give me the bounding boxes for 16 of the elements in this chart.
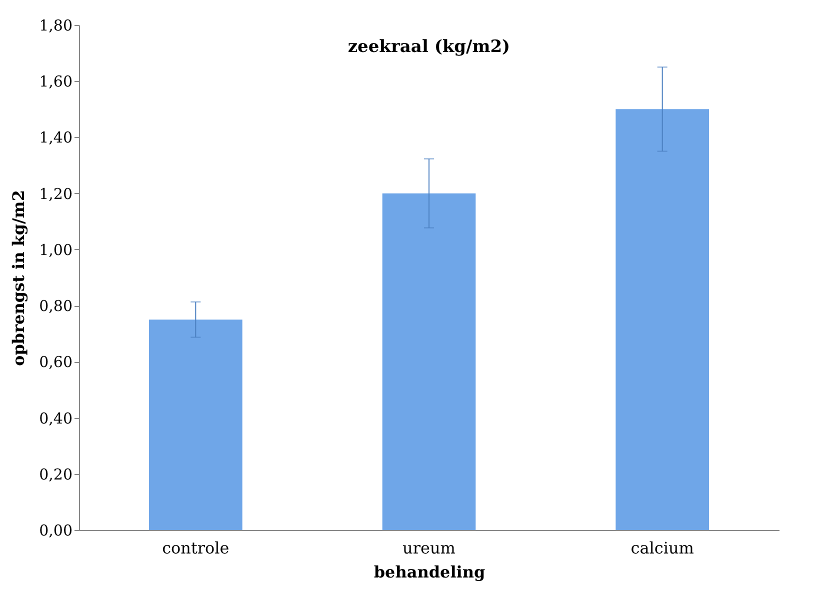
y-tick-label: 1,60 bbox=[39, 72, 72, 91]
text: zeekraal (kg/m2) bbox=[348, 37, 510, 57]
y-tick-label: 0,80 bbox=[39, 297, 72, 316]
x-tick-label: ureum bbox=[402, 538, 456, 558]
y-tick-label: 1,80 bbox=[39, 16, 72, 34]
y-tick-label: 0,00 bbox=[39, 522, 72, 540]
y-tick-label: 0,40 bbox=[39, 409, 72, 428]
y-axis-title: opbrengst in kg/m2 bbox=[9, 190, 28, 366]
x-axis-title: behandeling bbox=[374, 562, 486, 582]
y-tick-label: 1,20 bbox=[39, 184, 72, 203]
y-tick-label: 1,40 bbox=[39, 128, 72, 147]
x-tick-label: controle bbox=[162, 538, 230, 558]
y-tick-label: 0,60 bbox=[39, 353, 72, 372]
y-tick-label: 0,20 bbox=[39, 465, 72, 484]
x-tick-label: calcium bbox=[630, 538, 694, 558]
y-tick-label: 1,00 bbox=[39, 240, 72, 259]
